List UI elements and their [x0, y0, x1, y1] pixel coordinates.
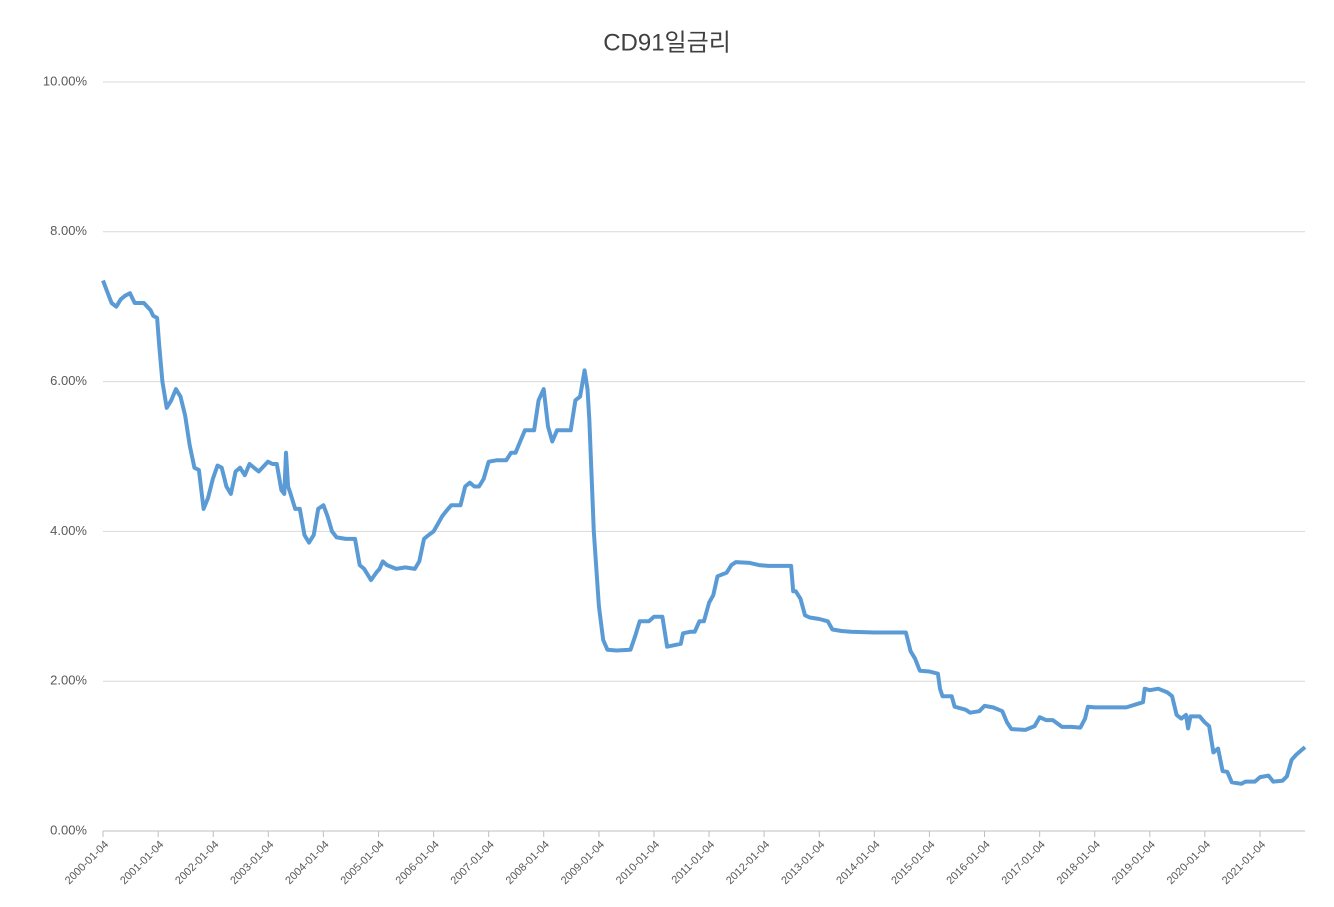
x-tick-label: 2014-01-04 [834, 839, 882, 887]
x-tick-label: 2012-01-04 [724, 839, 772, 887]
y-tick-label: 6.00% [50, 373, 87, 388]
x-tick-label: 2001-01-04 [118, 839, 166, 887]
x-tick-label: 2013-01-04 [779, 839, 827, 887]
x-tick-label: 2006-01-04 [394, 839, 442, 887]
y-tick-label: 8.00% [50, 223, 87, 238]
x-tick-label: 2011-01-04 [670, 839, 718, 887]
chart-title: CD91일금리 [603, 29, 731, 56]
y-tick-label: 4.00% [50, 523, 87, 538]
x-tick-label: 2003-01-04 [228, 839, 276, 887]
x-tick-label: 2019-01-04 [1110, 839, 1158, 887]
x-tick-label: 2017-01-04 [1000, 839, 1048, 887]
x-tick-label: 2018-01-04 [1055, 839, 1103, 887]
x-tick-label: 2005-01-04 [338, 839, 386, 887]
x-tick-label: 2008-01-04 [504, 839, 552, 887]
x-tick-label: 2009-01-04 [559, 839, 607, 887]
x-tick-label: 2002-01-04 [173, 839, 221, 887]
x-tick-label: 2016-01-04 [944, 839, 992, 887]
x-tick-label: 2020-01-04 [1165, 839, 1213, 887]
y-tick-label: 2.00% [50, 673, 87, 688]
x-tick-label: 2004-01-04 [283, 839, 331, 887]
x-tick-label: 2007-01-04 [449, 839, 497, 887]
y-tick-label: 10.00% [43, 73, 88, 88]
x-tick-label: 2021-01-04 [1220, 839, 1268, 887]
x-tick-label: 2015-01-04 [889, 839, 937, 887]
y-tick-label: 0.00% [50, 822, 87, 837]
x-tick-label: 2010-01-04 [614, 839, 662, 887]
x-tick-label: 2000-01-04 [63, 839, 111, 887]
data-line [101, 279, 1307, 786]
